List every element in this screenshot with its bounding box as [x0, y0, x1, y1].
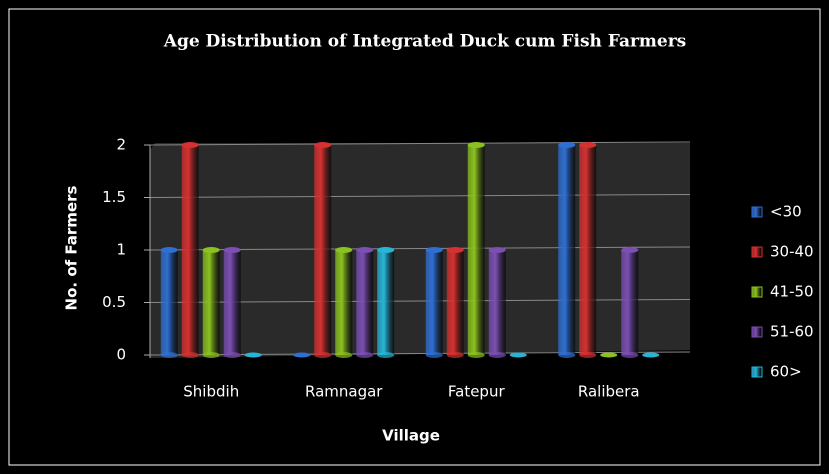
bar [244, 352, 262, 358]
bar [377, 250, 395, 355]
bar [160, 250, 178, 355]
bar-base [356, 352, 374, 358]
bar [600, 352, 618, 358]
bar-cap [335, 247, 353, 253]
bar-cap [160, 247, 178, 253]
y-tick-label: 1 [116, 241, 126, 259]
legend-swatch [751, 286, 763, 298]
x-axis-label: Village [382, 427, 440, 445]
bar-cap [579, 142, 597, 148]
bar-cap [446, 247, 464, 253]
grid-line [149, 141, 691, 146]
y-tick-label: 1.5 [102, 188, 126, 206]
x-tick-label: Ramnagar [305, 383, 383, 401]
bar-cap [467, 142, 485, 148]
bar [202, 250, 220, 355]
bar-base [181, 352, 199, 358]
bar-cap [314, 142, 332, 148]
chart-title: Age Distribution of Integrated Duck cum … [163, 32, 687, 52]
bar-cap [377, 247, 395, 253]
bar [356, 250, 374, 355]
bar [425, 250, 443, 355]
bar [446, 250, 464, 355]
frame [8, 8, 821, 466]
bar-cap [356, 247, 374, 253]
bar-base [488, 352, 506, 358]
legend-swatch [751, 326, 763, 338]
bar [467, 145, 485, 355]
bar-base [377, 352, 395, 358]
bar-base [425, 352, 443, 358]
bar-base [202, 352, 220, 358]
x-tick-label: Fatepur [448, 383, 506, 401]
bar-base [558, 352, 576, 358]
bar-base [160, 352, 178, 358]
bar-base [314, 352, 332, 358]
bar-cap [223, 247, 241, 253]
x-tick-label: Shibdih [183, 383, 239, 401]
grid-line [149, 194, 691, 198]
legend-swatch [751, 206, 763, 218]
bar [621, 250, 639, 355]
legend-label: 60> [770, 363, 802, 381]
bar [335, 250, 353, 355]
bar-cap [425, 247, 443, 253]
bar-base [621, 352, 639, 358]
bar-base [579, 352, 597, 358]
y-tick-label: 2 [116, 136, 126, 154]
bar-base [335, 352, 353, 358]
legend-swatch [751, 246, 763, 258]
y-tick-label: 0.5 [102, 293, 126, 311]
bar [488, 250, 506, 355]
bar [223, 250, 241, 355]
bar-cap [202, 247, 220, 253]
bar-cap [488, 247, 506, 253]
legend-label: 30-40 [770, 243, 814, 261]
bar [293, 352, 311, 358]
legend-label: <30 [770, 203, 802, 221]
legend-label: 41-50 [770, 283, 814, 301]
bar [314, 145, 332, 355]
bar [181, 145, 199, 355]
bar [558, 145, 576, 355]
bar-base [467, 352, 485, 358]
y-tick-label: 0 [116, 346, 126, 364]
legend-swatch [751, 366, 763, 378]
bar [642, 352, 660, 358]
x-tick-label: Ralibera [578, 383, 640, 401]
bar-base [446, 352, 464, 358]
legend-label: 51-60 [770, 323, 814, 341]
y-axis-label: No. of Farmers [63, 186, 81, 311]
bar [579, 145, 597, 355]
bar-cap [181, 142, 199, 148]
bar-base [223, 352, 241, 358]
bar-cap [558, 142, 576, 148]
bar [509, 352, 527, 358]
bar-cap [621, 247, 639, 253]
